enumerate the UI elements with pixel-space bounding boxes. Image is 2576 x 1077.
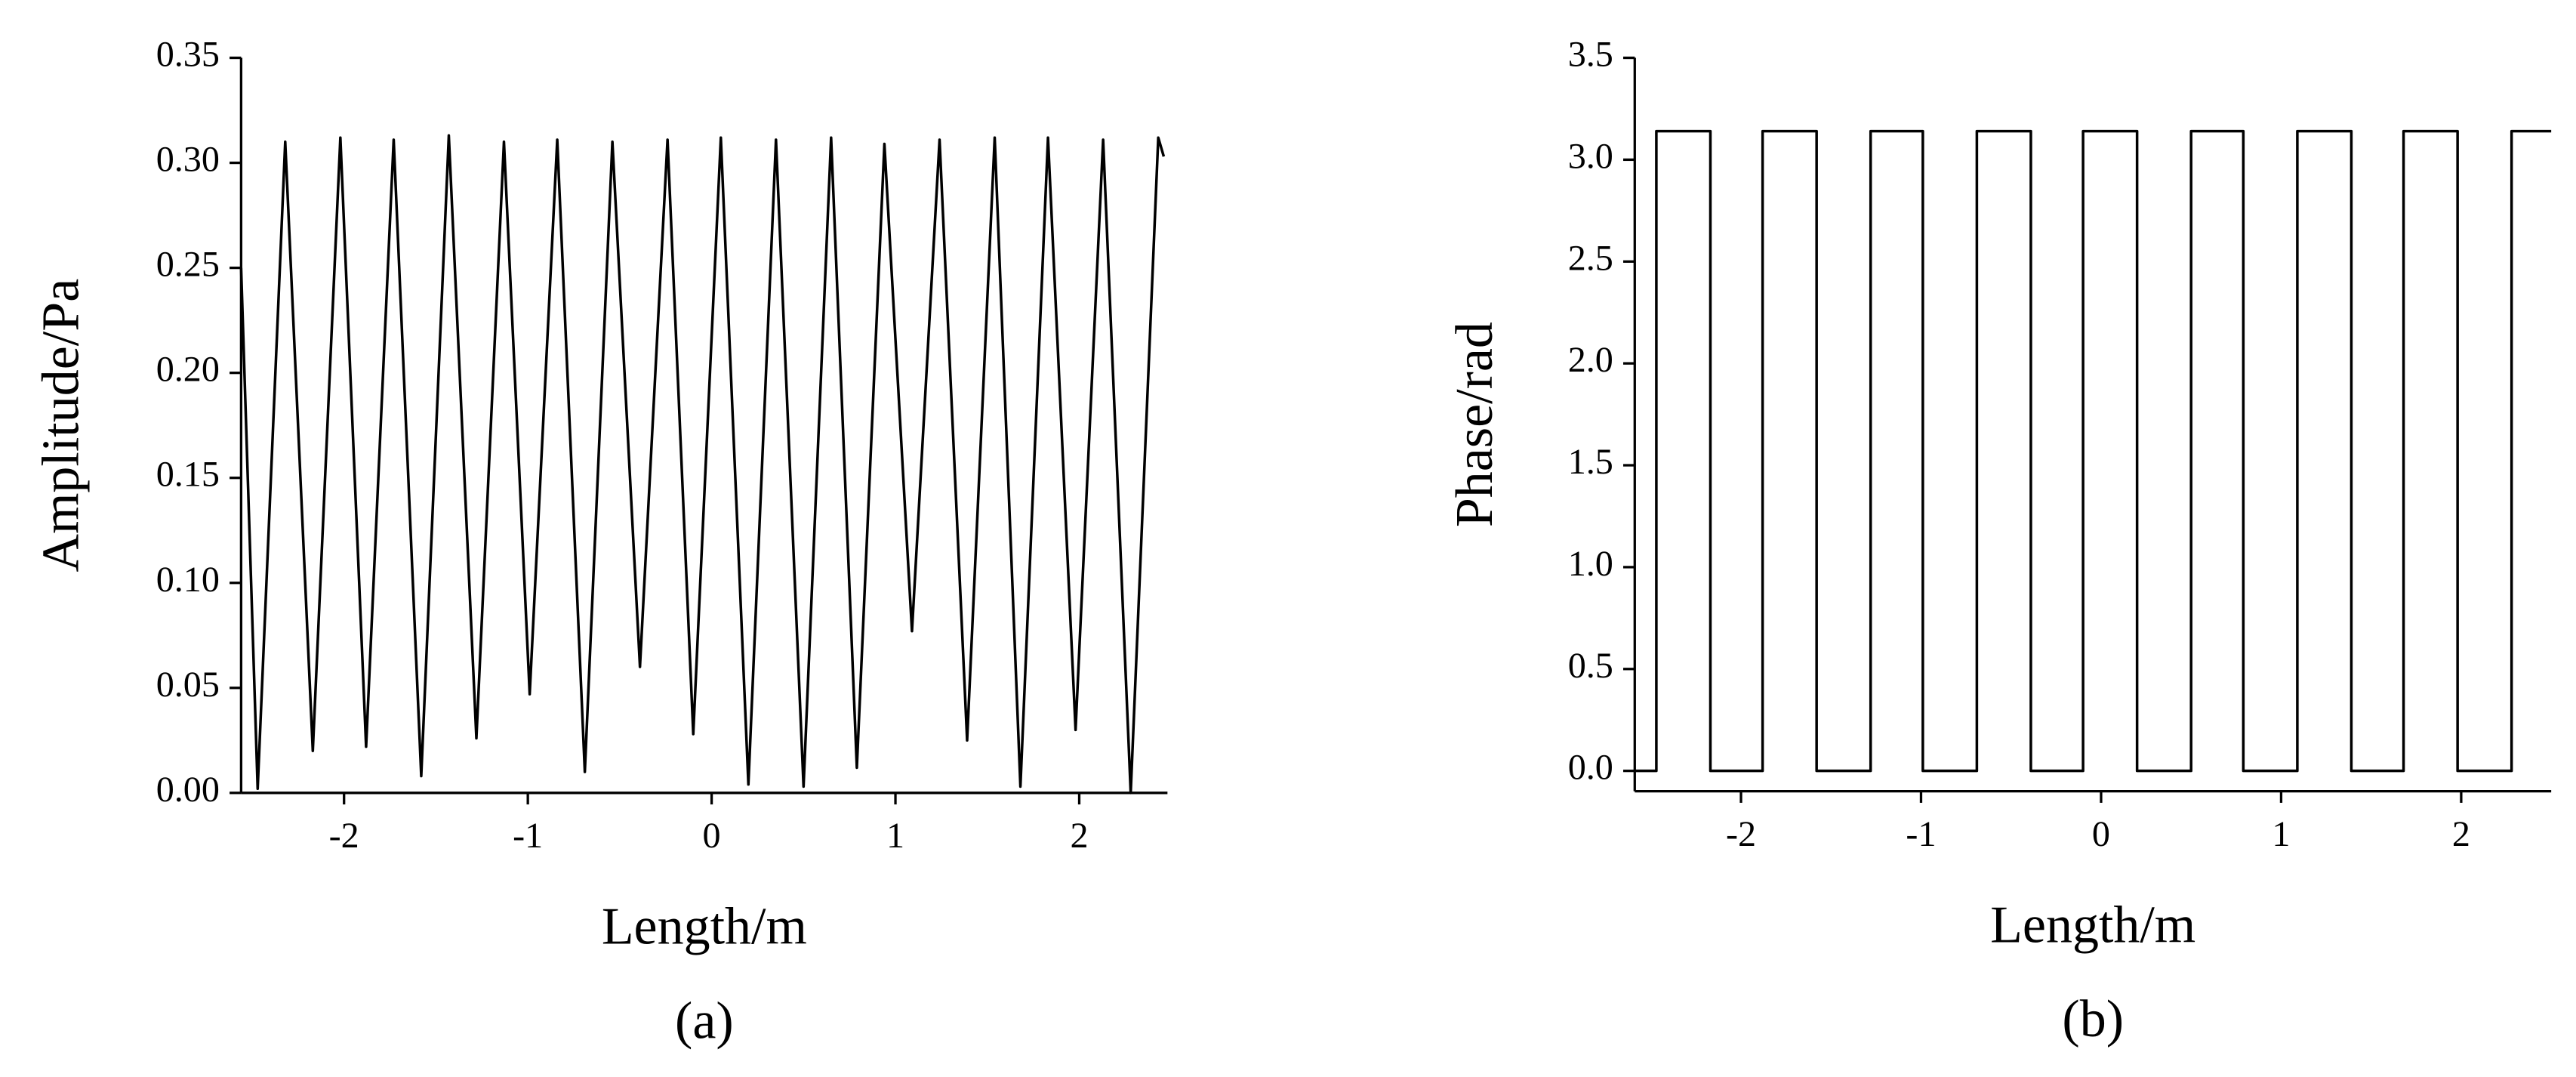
y-tick-label: 1.5 [1568, 442, 1613, 482]
x-tick-label: -2 [1726, 814, 1756, 854]
y-tick-label: 0.35 [156, 35, 220, 75]
y-tick-label: 0.30 [156, 140, 220, 180]
y-tick-label: 0.00 [156, 770, 220, 810]
y-tick-label: 0.5 [1568, 646, 1613, 686]
y-tick-label: 3.0 [1568, 136, 1613, 176]
x-tick-label: 1 [2272, 814, 2290, 854]
x-axis-title: Length/m [1990, 896, 2195, 954]
y-tick-label: 0.15 [156, 455, 220, 495]
x-tick-label: 1 [886, 816, 904, 856]
y-axis-title: Amplitude/Pa [32, 279, 91, 572]
x-tick-label: 2 [1070, 816, 1088, 856]
y-tick-label: 3.5 [1568, 35, 1613, 75]
x-tick-label: 0 [703, 816, 721, 856]
y-tick-label: 0.0 [1568, 748, 1613, 788]
y-tick-label: 0.05 [156, 665, 220, 705]
panel-caption: (a) [675, 992, 734, 1050]
y-axis-title: Phase/rad [1446, 322, 1504, 527]
x-tick-label: -1 [1906, 814, 1936, 854]
x-axis-title: Length/m [602, 898, 807, 956]
x-tick-label: -2 [329, 816, 359, 856]
x-tick-label: 0 [2092, 814, 2110, 854]
x-tick-label: 2 [2452, 814, 2470, 854]
panel-caption: (b) [2062, 990, 2124, 1048]
y-tick-label: 0.10 [156, 560, 220, 600]
y-tick-label: 1.0 [1568, 544, 1613, 584]
y-tick-label: 2.0 [1568, 340, 1613, 380]
y-tick-label: 0.25 [156, 245, 220, 285]
data-line [239, 134, 1166, 795]
y-tick-label: 2.5 [1568, 238, 1613, 278]
data-line [1635, 129, 2552, 773]
x-tick-label: -1 [513, 816, 543, 856]
y-tick-label: 0.20 [156, 350, 220, 390]
